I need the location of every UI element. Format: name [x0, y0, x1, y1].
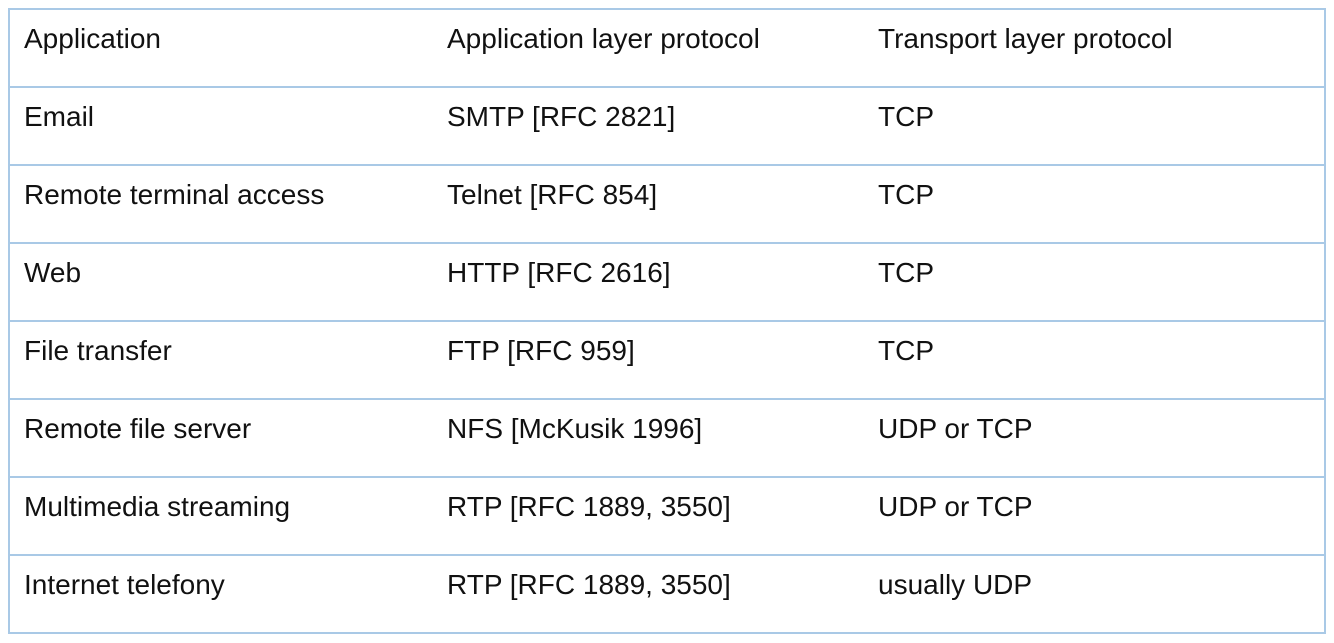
table-cell: TCP: [878, 101, 934, 132]
table-cell: Email: [24, 101, 95, 132]
header-cell: Application: [24, 23, 161, 54]
table-cell: Telnet [RFC 854]: [447, 179, 658, 210]
table-row: Email SMTP [RFC 2821] TCP: [9, 87, 1325, 165]
table-row: Remote file server NFS [McKusik 1996] UDP …: [9, 399, 1325, 477]
table-row: Internet telefony RTP [RFC 1889, 3550] usu…: [9, 555, 1325, 633]
protocol-table: Application Application layer protocol Tra…: [8, 8, 1326, 634]
header-cell: Transport layer protocol: [878, 23, 1173, 54]
table-row: Remote terminal access Telnet [RFC 854] TC…: [9, 165, 1325, 243]
table-cell: Internet telefony: [24, 569, 225, 600]
table-cell: RTP [RFC 1889, 3550]: [447, 491, 731, 522]
header-row: Application Application layer protocol Tra…: [9, 9, 1325, 87]
table-cell: Web: [24, 257, 82, 288]
table-cell: RTP [RFC 1889, 3550]: [447, 569, 731, 600]
table-body: Application Application layer protocol Tra…: [9, 9, 1325, 633]
table-cell: TCP: [878, 335, 934, 366]
table-row: Multimedia streaming RTP [RFC 1889, 3550]…: [9, 477, 1325, 555]
table-cell: HTTP [RFC 2616]: [447, 257, 671, 288]
table-cell: TCP: [878, 179, 934, 210]
table-cell: usually UDP: [878, 569, 1033, 600]
table-cell: Remote file server: [24, 413, 252, 444]
table-cell: TCP: [878, 257, 934, 288]
table-cell: Multimedia streaming: [24, 491, 291, 522]
table-cell: UDP or TCP: [878, 491, 1033, 522]
table-row: File transfer FTP [RFC 959] TCP: [9, 321, 1325, 399]
table-cell: SMTP [RFC 2821]: [447, 101, 676, 132]
table-row: Web HTTP [RFC 2616] TCP: [9, 243, 1325, 321]
header-cell: Application layer protocol: [447, 23, 760, 54]
table-cell: Remote terminal access: [24, 179, 325, 210]
table-cell: UDP or TCP: [878, 413, 1033, 444]
table-cell: NFS [McKusik 1996]: [447, 413, 703, 444]
table-cell: File transfer: [24, 335, 172, 366]
table-cell: FTP [RFC 959]: [447, 335, 635, 366]
